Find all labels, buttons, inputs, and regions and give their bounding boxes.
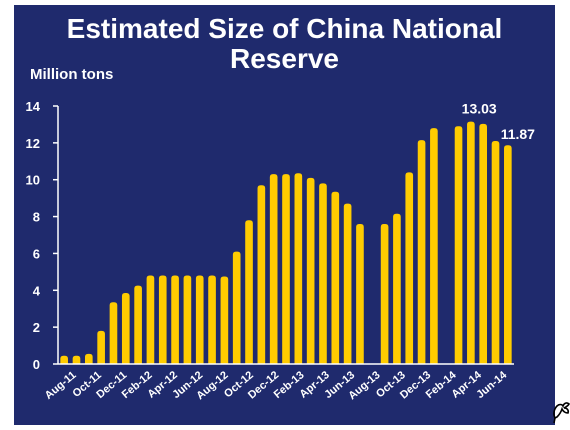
bar: [232, 251, 241, 364]
bar: [195, 275, 204, 364]
bar: [331, 191, 340, 364]
bar: [97, 330, 105, 364]
bar: [405, 172, 414, 364]
bar: [479, 123, 488, 364]
bar: [467, 121, 475, 365]
y-tick-label: 12: [26, 136, 40, 151]
x-tick-label: Aug-11: [43, 369, 79, 402]
y-tick-label: 6: [33, 246, 40, 261]
cotton-plant-logo-icon: [553, 402, 570, 424]
chart-title-line-2: Reserve: [230, 43, 339, 74]
bar: [282, 174, 290, 364]
y-tick-label: 14: [26, 99, 41, 114]
bar: [454, 126, 463, 365]
bar: [417, 140, 426, 364]
bar: [121, 293, 130, 364]
bar: [84, 353, 93, 364]
bar: [60, 355, 68, 364]
chart-title-line-1: Estimated Size of China National: [66, 13, 503, 44]
bar: [109, 302, 118, 364]
data-label: 13.03: [462, 100, 497, 116]
bar: [356, 223, 364, 364]
bar: [430, 128, 438, 364]
bar: [393, 213, 401, 364]
bar: [208, 275, 216, 364]
y-tick-label: 4: [33, 283, 41, 298]
bar: [220, 276, 229, 364]
bar: [257, 185, 266, 364]
y-tick-label: 0: [33, 357, 40, 372]
bar: [491, 141, 500, 364]
bar: [269, 174, 278, 364]
bar: [319, 183, 327, 364]
bar: [306, 177, 315, 364]
y-tick-label: 8: [33, 210, 40, 225]
bar: [343, 203, 352, 364]
bar: [504, 145, 512, 364]
y-axis-label: Million tons: [30, 66, 114, 83]
bar: [158, 275, 167, 364]
bar: [183, 275, 192, 364]
bar: [171, 275, 179, 364]
bar: [146, 275, 155, 364]
bar: [245, 220, 253, 364]
bar: [294, 173, 303, 364]
bar: [72, 355, 81, 364]
y-tick-label: 10: [26, 173, 40, 188]
data-label: 11.87: [501, 126, 535, 142]
bar: [380, 223, 389, 364]
y-tick-label: 2: [33, 320, 40, 335]
bar: [134, 285, 142, 364]
